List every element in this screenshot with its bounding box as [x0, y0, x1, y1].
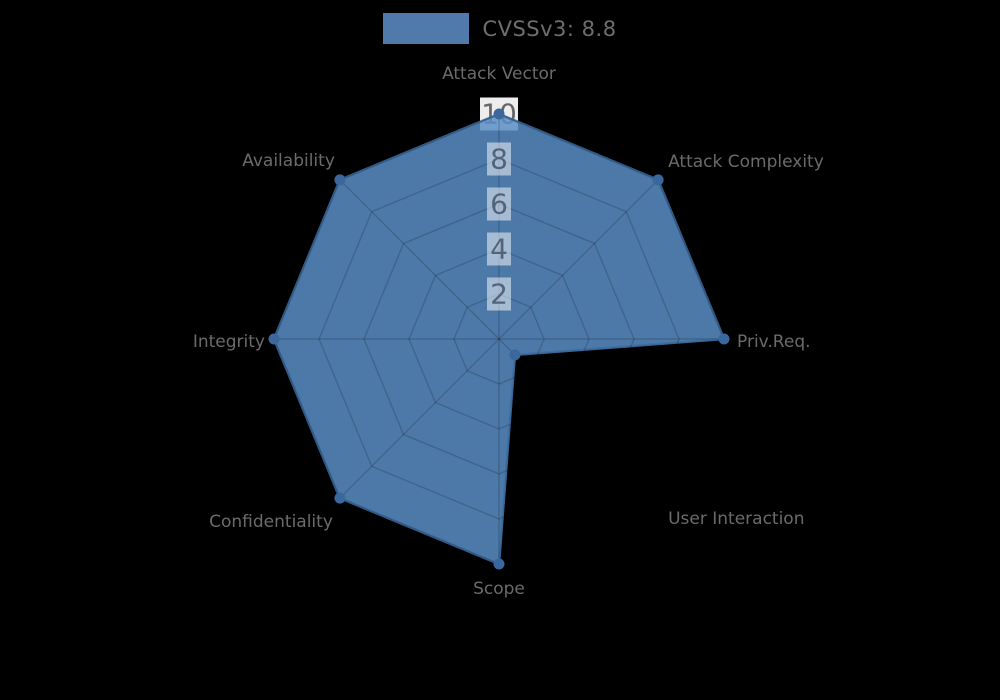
legend-swatch[interactable]	[383, 13, 470, 44]
grid-spoke-confidentiality	[339, 338, 500, 499]
tick-label-4: 4	[490, 233, 508, 266]
grid-spoke-attack-complexity	[498, 179, 659, 340]
grid-spoke-availability	[339, 179, 500, 340]
vertex-marker-confidentiality	[334, 492, 346, 504]
vertex-marker-availability	[334, 174, 346, 186]
axis-label-scope: Scope	[473, 579, 525, 599]
axis-label-user-interaction: User Interaction	[668, 509, 804, 529]
tick-label-8: 8	[490, 143, 508, 176]
legend[interactable]: CVSSv3: 8.8	[0, 13, 1000, 44]
tick-box-4	[487, 232, 511, 266]
tick-label-6: 6	[490, 188, 508, 221]
vertex-marker-scope	[493, 558, 505, 570]
grid-ring-6	[363, 203, 635, 475]
tick-box-8	[487, 142, 511, 176]
grid-ring-4	[408, 248, 590, 430]
vertex-marker-attack-complexity	[652, 174, 664, 186]
grid-ring-2	[453, 293, 545, 385]
axis-label-availability: Availability	[242, 151, 335, 171]
vertex-marker-user-interaction	[509, 349, 521, 361]
vertex-marker-priv-req	[718, 333, 730, 345]
legend-label: CVSSv3: 8.8	[482, 16, 617, 41]
axis-label-priv-req: Priv.Req.	[737, 332, 811, 352]
axis-label-attack-vector: Attack Vector	[442, 64, 556, 84]
axis-label-confidentiality: Confidentiality	[209, 512, 333, 532]
axis-label-attack-complexity: Attack Complexity	[668, 152, 824, 172]
tick-label-2: 2	[490, 278, 508, 311]
tick-box-2	[487, 277, 511, 311]
grid-spoke-user-interaction	[498, 338, 659, 499]
vertex-marker-attack-vector	[493, 108, 505, 120]
axis-label-integrity: Integrity	[193, 332, 265, 352]
grid-ring-8	[318, 158, 680, 520]
tick-box-6	[487, 187, 511, 221]
vertex-marker-integrity	[268, 333, 280, 345]
